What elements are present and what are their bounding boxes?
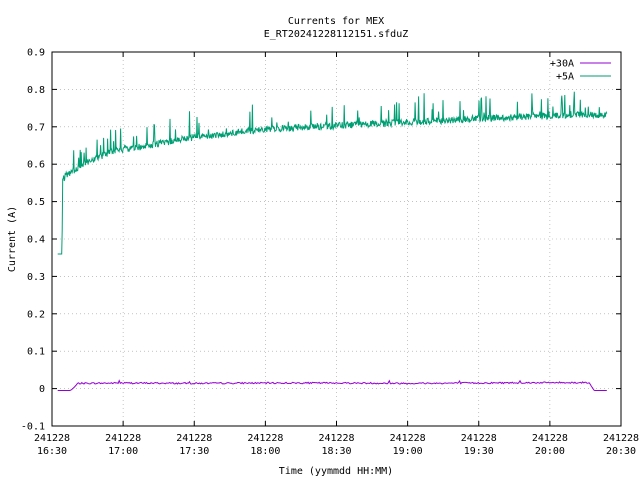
chart-subtitle: E_RT20241228112151.sfduZ <box>264 29 409 40</box>
y-tick-label: -0.1 <box>21 422 45 433</box>
x-tick-label: 241228 17:00 <box>105 433 141 457</box>
x-tick-label: 241228 18:00 <box>247 433 283 457</box>
y-tick-label: 0.9 <box>27 48 45 59</box>
legend-label: +30A <box>550 59 574 70</box>
y-tick-label: 0.3 <box>27 272 45 283</box>
y-tick-label: 0.5 <box>27 197 45 208</box>
x-tick-label: 241228 16:30 <box>34 433 70 457</box>
x-tick-labels: 241228 16:30 241228 17:00 241228 17:30 241228 1… <box>34 433 639 457</box>
y-tick-label: 0.8 <box>27 85 45 96</box>
grid-lines <box>52 52 621 426</box>
legend: +30A +5A <box>550 59 611 83</box>
y-tick-label: 0.7 <box>27 122 45 133</box>
y-tick-label: 0 <box>39 384 45 395</box>
x-tick-label: 241228 17:30 <box>176 433 212 457</box>
y-tick-label: 0.1 <box>27 347 45 358</box>
legend-label: +5A <box>556 72 574 83</box>
y-tick-label: 0.4 <box>27 235 45 246</box>
y-tick-labels: -0.1 0 0.1 0.2 0.3 0.4 0.5 0.6 0.7 0.8 0.9 <box>21 48 45 433</box>
x-axis-label: Time (yymmdd HH:MM) <box>279 466 393 477</box>
y-axis-label: Current (A) <box>7 206 18 272</box>
y-tick-label: 0.2 <box>27 309 45 320</box>
x-tick-label: 241228 20:00 <box>532 433 568 457</box>
axis-ticks <box>51 51 622 427</box>
series-line-30a <box>57 379 607 391</box>
y-tick-label: 0.6 <box>27 160 45 171</box>
x-tick-label: 241228 20:30 <box>603 433 639 457</box>
chart-title: Currents for MEX <box>288 16 384 27</box>
x-tick-label: 241228 18:30 <box>318 433 354 457</box>
series-group <box>57 91 608 391</box>
series-line-5a <box>57 91 608 255</box>
x-tick-label: 241228 19:00 <box>390 433 426 457</box>
x-tick-label: 241228 19:30 <box>461 433 497 457</box>
